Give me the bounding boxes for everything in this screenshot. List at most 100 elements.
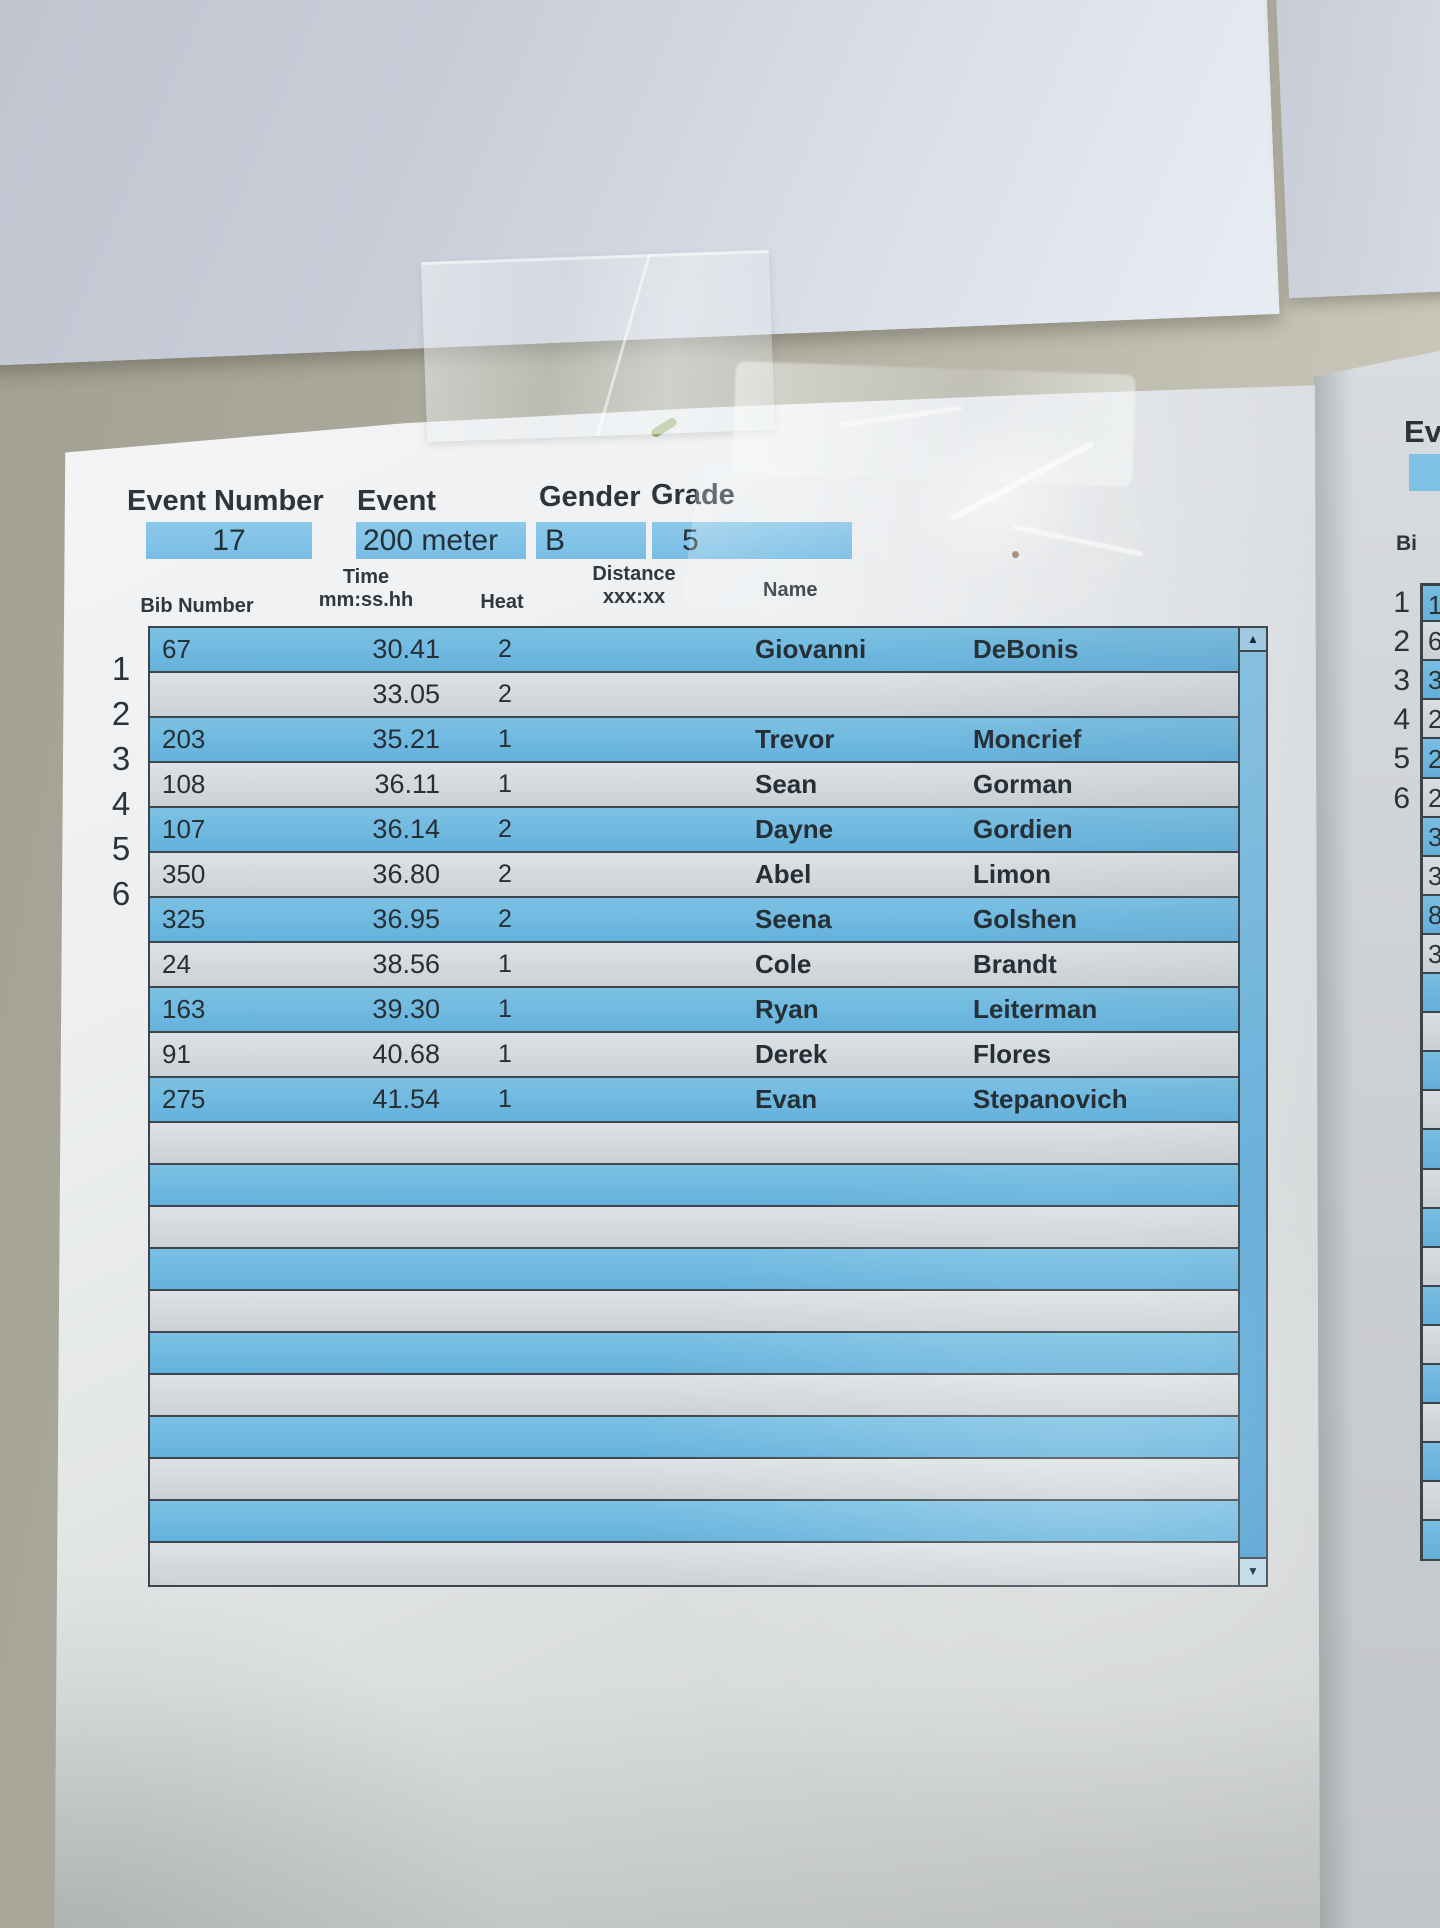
cell-time: 33.05 xyxy=(372,679,440,709)
empty-row xyxy=(150,1291,1238,1333)
side-partial-cell xyxy=(1420,1404,1440,1443)
column-header-name: Name xyxy=(763,579,818,601)
cell-heat: 1 xyxy=(498,725,512,753)
result-row: 108 36.11 1 Sean Gorman xyxy=(150,763,1238,808)
cell-bib: 325 xyxy=(162,904,206,934)
side-partial-cell xyxy=(1420,1248,1440,1287)
side-partial-cell xyxy=(1420,1482,1440,1521)
cell-heat xyxy=(455,1417,555,1457)
cell-heat: 2 xyxy=(498,635,512,663)
cell-first: Ryan xyxy=(755,994,819,1024)
empty-row xyxy=(150,1165,1238,1207)
cell-last xyxy=(973,1291,1243,1331)
row-number: 6 xyxy=(111,875,131,912)
cell-last xyxy=(973,1543,1243,1585)
cell-last: Stepanovich xyxy=(973,1084,1128,1114)
cell-bib xyxy=(162,1165,312,1205)
cell-bib xyxy=(162,1207,312,1247)
cell-heat xyxy=(455,1207,555,1247)
side-partial-cell: 3 xyxy=(1420,935,1440,974)
result-row: 33.05 2 xyxy=(150,673,1238,718)
cell-first xyxy=(755,1249,970,1289)
cell-last xyxy=(973,1207,1243,1247)
results-table: 67 30.41 2 Giovanni DeBonis 33.05 2 203 35.21 1 Tr… xyxy=(148,626,1268,1587)
cell-first xyxy=(755,1501,970,1541)
event-value: 200 meter xyxy=(356,522,526,559)
cell-time: 38.56 xyxy=(372,949,440,979)
side-partial-cell xyxy=(1420,1443,1440,1482)
side-partial-cell xyxy=(1420,1170,1440,1209)
grade-label: Grade xyxy=(651,479,735,511)
cell-heat xyxy=(455,1123,555,1163)
cell-heat xyxy=(455,1375,555,1415)
result-row: 350 36.80 2 Abel Limon xyxy=(150,853,1238,898)
side-partial-cell xyxy=(1420,1052,1440,1091)
cell-bib xyxy=(162,1333,312,1373)
side-partial-cell xyxy=(1420,1209,1440,1248)
cell-first xyxy=(755,673,970,716)
cell-time xyxy=(300,1501,440,1541)
empty-row xyxy=(150,1417,1238,1459)
column-header-time-line1: Time xyxy=(342,566,390,588)
cell-first xyxy=(755,1291,970,1331)
result-row: 107 36.14 2 Dayne Gordien xyxy=(150,808,1238,853)
cell-bib: 275 xyxy=(162,1084,206,1114)
cell-time: 41.54 xyxy=(372,1084,440,1114)
row-number: 2 xyxy=(111,695,131,732)
cell-heat: 2 xyxy=(498,815,512,843)
cell-heat: 1 xyxy=(498,1085,512,1113)
result-row: 325 36.95 2 Seena Golshen xyxy=(150,898,1238,943)
side-partial-cell xyxy=(1420,1365,1440,1404)
side-partial-cell xyxy=(1420,1326,1440,1365)
cell-bib xyxy=(162,673,312,716)
cell-time xyxy=(300,1459,440,1499)
side-partial-cell: 3 xyxy=(1420,857,1440,896)
side-partial-cell: 6 xyxy=(1420,622,1440,661)
background-paper-top-right xyxy=(1274,0,1440,299)
side-row-number: 5 xyxy=(1393,742,1410,775)
cell-heat: 1 xyxy=(498,995,512,1023)
row-number: 5 xyxy=(111,830,131,867)
empty-row xyxy=(150,1207,1238,1249)
scroll-up-icon: ▲ xyxy=(1240,628,1266,652)
cell-first: Giovanni xyxy=(755,634,867,664)
cell-time: 36.11 xyxy=(374,769,440,799)
cell-heat xyxy=(455,1543,555,1585)
side-row-number: 1 xyxy=(1393,586,1410,619)
cell-first: Trevor xyxy=(755,724,835,754)
cell-last: Brandt xyxy=(973,949,1057,979)
cell-bib xyxy=(162,1375,312,1415)
cell-bib: 163 xyxy=(162,994,206,1024)
cell-time: 35.21 xyxy=(372,724,440,754)
column-header-distance: Distance xxx:xx xyxy=(564,563,704,609)
cell-time: 39.30 xyxy=(372,994,440,1024)
side-event-label-partial: Ev xyxy=(1404,414,1440,449)
column-header-time-line2: mm:ss.hh xyxy=(318,589,414,611)
side-partial-cell xyxy=(1420,1091,1440,1130)
cell-last: Limon xyxy=(973,859,1051,889)
side-partial-cell: 8 xyxy=(1420,896,1440,935)
side-bib-header-partial: Bi xyxy=(1396,532,1417,555)
gender-label: Gender xyxy=(539,481,641,513)
side-event-value-cell xyxy=(1409,454,1440,491)
side-partial-cell: 3 xyxy=(1420,818,1440,857)
cell-time xyxy=(300,1165,440,1205)
cell-bib: 67 xyxy=(162,634,191,664)
main-results-sheet: Event Number Event Gender Grade 17 200 m… xyxy=(54,385,1320,1928)
cell-first xyxy=(755,1543,970,1585)
cell-heat xyxy=(455,1501,555,1541)
cell-last: DeBonis xyxy=(973,634,1079,664)
cell-bib: 108 xyxy=(162,769,206,799)
cell-last: Gordien xyxy=(973,814,1073,844)
cell-heat xyxy=(455,1165,555,1205)
event-number-value: 17 xyxy=(146,522,312,559)
cell-time xyxy=(300,1417,440,1457)
cell-bib xyxy=(162,1291,312,1331)
cell-first xyxy=(755,1165,970,1205)
result-row: 163 39.30 1 Ryan Leiterman xyxy=(150,988,1238,1033)
cell-first xyxy=(755,1207,970,1247)
column-header-heat: Heat xyxy=(480,591,524,613)
cell-heat: 1 xyxy=(498,770,512,798)
gender-value: B xyxy=(536,522,646,559)
